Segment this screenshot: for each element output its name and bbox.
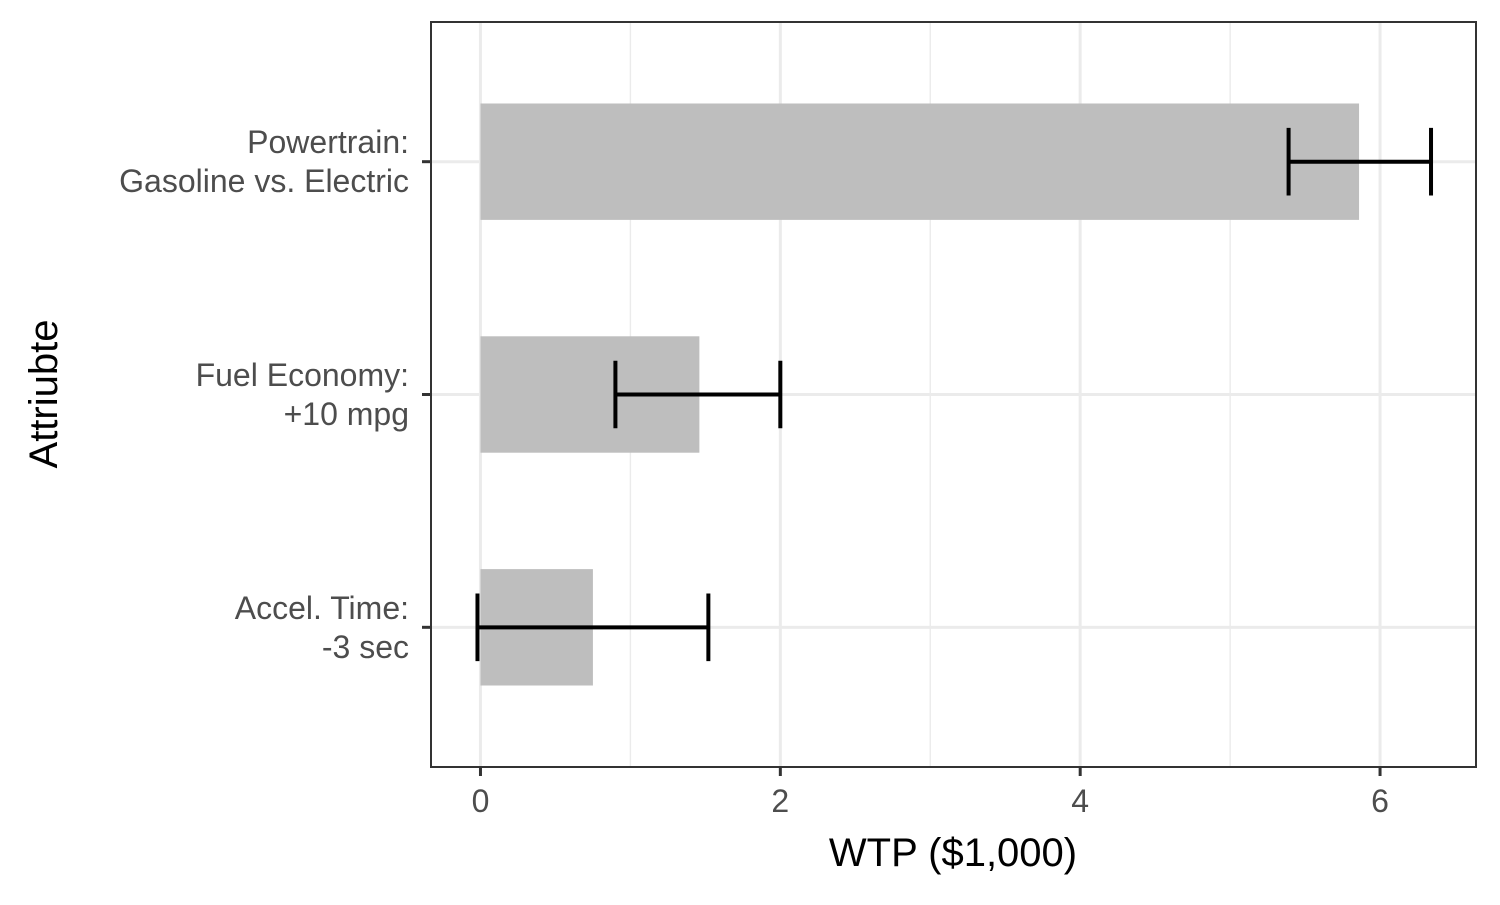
bar — [480, 103, 1360, 220]
x-tick-label: 2 — [771, 783, 789, 819]
x-axis-title: WTP ($1,000) — [829, 831, 1077, 875]
y-tick-label-line: Gasoline vs. Electric — [119, 163, 409, 199]
bar-layer — [480, 103, 1360, 686]
y-tick-label-line: +10 mpg — [284, 396, 409, 432]
x-axis: 0 2 4 6 — [472, 767, 1389, 819]
error-bar — [475, 593, 711, 662]
y-tick-label: Fuel Economy: +10 mpg — [196, 357, 409, 432]
y-axis: Powertrain: Gasoline vs. Electric Fuel Eco… — [119, 124, 431, 665]
y-tick-label-line: -3 sec — [322, 629, 409, 665]
y-tick-label: Powertrain: Gasoline vs. Electric — [119, 124, 409, 199]
y-tick-label-line: Powertrain: — [247, 124, 409, 160]
error-bar — [613, 360, 783, 429]
error-bar — [1286, 127, 1434, 196]
y-tick-label-line: Accel. Time: — [235, 590, 409, 626]
errorbar-layer — [475, 127, 1434, 662]
x-tick-label: 6 — [1371, 783, 1389, 819]
y-tick-label-line: Fuel Economy: — [196, 357, 409, 393]
y-axis-title: Attriubte — [22, 320, 66, 469]
x-tick-label: 4 — [1071, 783, 1089, 819]
y-tick-label: Accel. Time: -3 sec — [235, 590, 409, 665]
x-tick-label: 0 — [472, 783, 490, 819]
